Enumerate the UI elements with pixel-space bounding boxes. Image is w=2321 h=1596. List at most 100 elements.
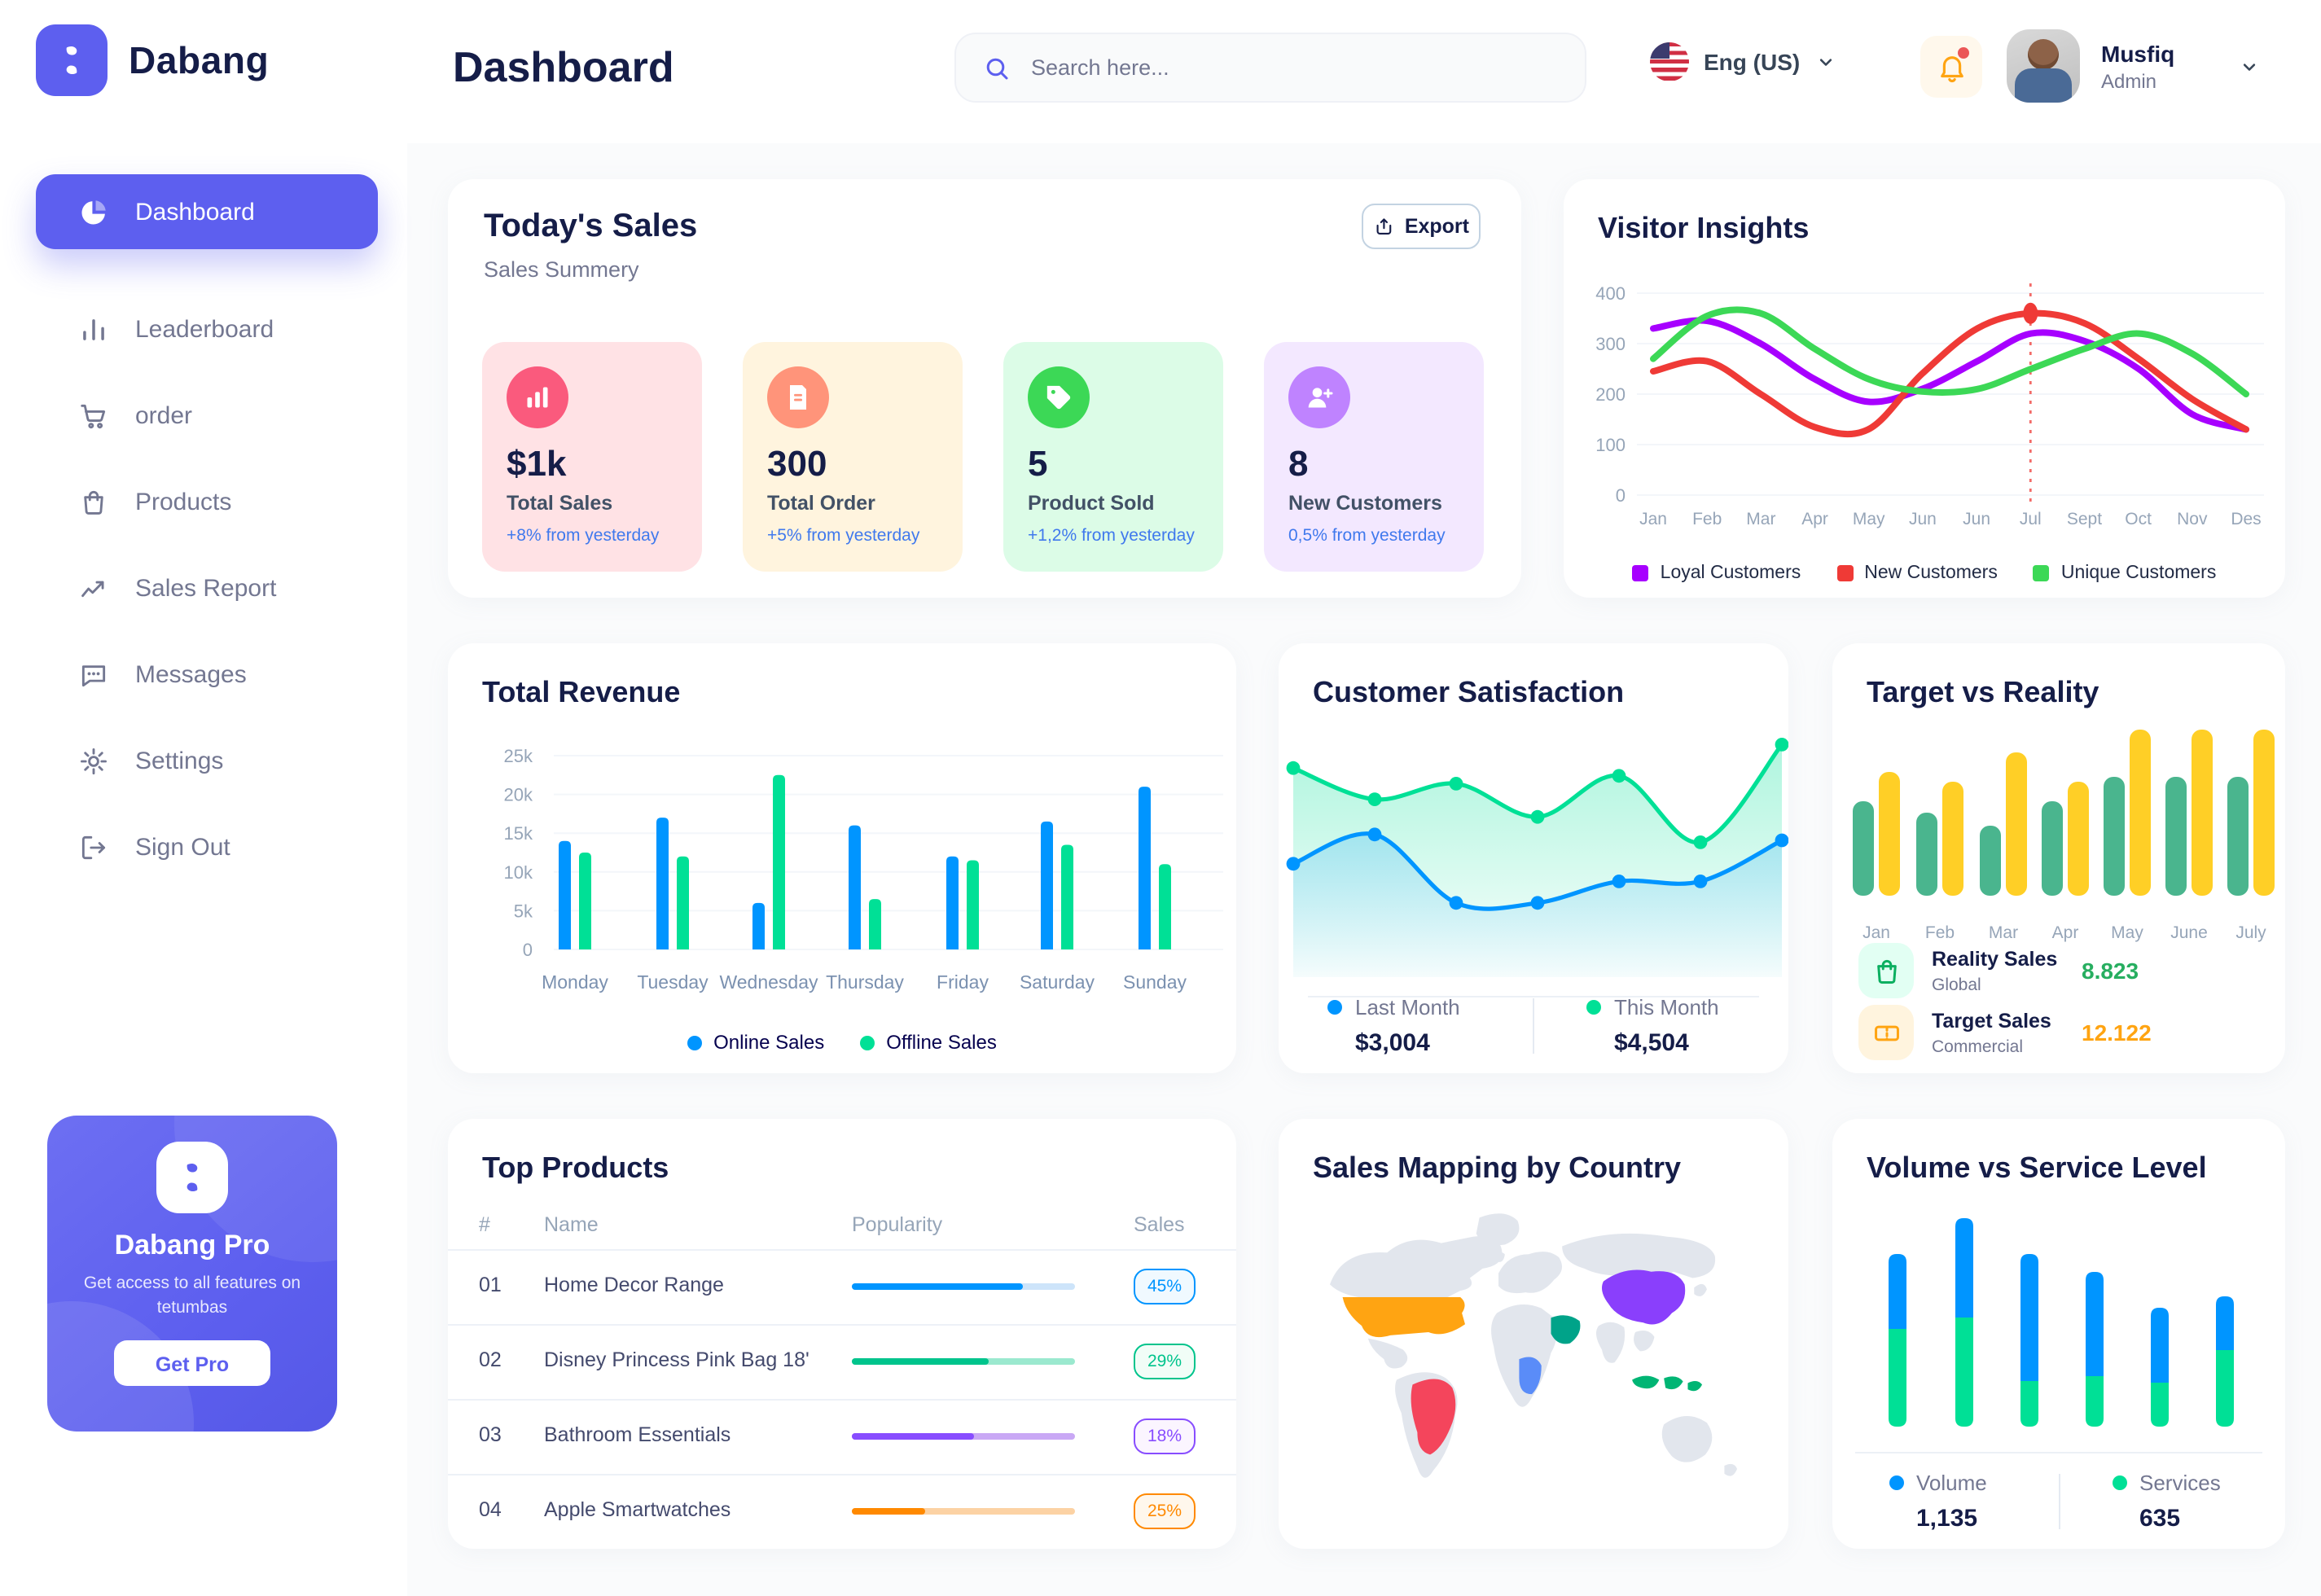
profile-menu[interactable]: Musfiq Admin xyxy=(2007,29,2261,103)
svg-text:5k: 5k xyxy=(514,901,533,921)
svg-text:10k: 10k xyxy=(504,862,533,883)
svg-text:Apr: Apr xyxy=(1801,510,1828,528)
pro-card: Dabang Pro Get access to all features on… xyxy=(47,1116,337,1432)
svg-text:Apr: Apr xyxy=(2052,923,2079,942)
stat-delta: +1,2% from yesterday xyxy=(1028,526,1195,546)
legend-item: Offline Sales xyxy=(860,1031,997,1054)
country-indonesia xyxy=(1632,1375,1660,1389)
search-input[interactable] xyxy=(1028,54,1523,81)
legend-item-target-sales: Target Sales Commercial 12.122 xyxy=(1858,1005,2152,1060)
popularity-bar xyxy=(852,1433,1075,1440)
sidebar-item-settings[interactable]: Settings xyxy=(36,723,378,798)
language-selector[interactable]: Eng (US) xyxy=(1650,42,1837,81)
brand-name: Dabang xyxy=(129,38,270,81)
svg-text:Sept: Sept xyxy=(2067,510,2102,528)
svg-text:May: May xyxy=(2111,923,2143,942)
dabang-pro-logo-icon xyxy=(156,1142,228,1213)
sidebar-item-leaderboard[interactable]: Leaderboard xyxy=(36,292,378,366)
volume-vs-service-title: Volume vs Service Level xyxy=(1867,1151,2207,1184)
stat-value: 8 xyxy=(1288,443,1309,484)
legend-item: Loyal Customers xyxy=(1632,563,1801,583)
stat-value: 5 xyxy=(1028,443,1048,484)
customer-satisfaction-legend: Last Month $3,004 This Month $4,504 xyxy=(1279,995,1788,1057)
stat-delta: +8% from yesterday xyxy=(507,526,660,546)
svg-text:Wednesday: Wednesday xyxy=(719,971,818,993)
country-indonesia xyxy=(1687,1380,1703,1392)
pro-card-title: Dabang Pro xyxy=(114,1230,270,1261)
sidebar-item-sign-out[interactable]: Sign Out xyxy=(36,809,378,884)
gear-icon xyxy=(78,745,109,776)
svg-text:Monday: Monday xyxy=(542,971,608,993)
country-united-states xyxy=(1342,1296,1466,1338)
svg-text:Nov: Nov xyxy=(2177,510,2208,528)
search-bar xyxy=(954,33,1586,103)
stat-label: New Customers xyxy=(1288,492,1442,515)
sidebar-item-order[interactable]: order xyxy=(36,378,378,453)
volume-vs-service-legend: Volume 1,135 Services 635 xyxy=(1832,1471,2285,1532)
svg-text:Feb: Feb xyxy=(1692,510,1722,528)
country-indonesia xyxy=(1664,1376,1683,1390)
stat-delta: 0,5% from yesterday xyxy=(1288,526,1446,546)
country-brazil xyxy=(1411,1379,1456,1455)
customer-satisfaction-card: Customer Satisfaction Last Month $3,004 Th… xyxy=(1279,643,1788,1073)
svg-text:20k: 20k xyxy=(504,785,533,805)
svg-text:July: July xyxy=(2235,923,2266,942)
stat-card-new-customers: 8 New Customers 0,5% from yesterday xyxy=(1264,342,1484,572)
message-icon xyxy=(78,659,109,690)
sales-mapping-title: Sales Mapping by Country xyxy=(1313,1151,1682,1184)
cart-icon xyxy=(78,400,109,431)
visitor-insights-card: Visitor Insights 400 300 200 100 0 Jan Feb Mar A… xyxy=(1564,179,2285,598)
country-saudi-arabia xyxy=(1551,1315,1581,1344)
stat-label: Product Sold xyxy=(1028,492,1155,515)
header: Dashboard Eng (US) Musfiq Admin xyxy=(407,0,2321,143)
svg-text:Des: Des xyxy=(2231,510,2261,528)
svg-text:300: 300 xyxy=(1595,334,1626,354)
export-button[interactable]: Export xyxy=(1362,204,1481,249)
dabang-logo-icon xyxy=(36,24,107,96)
legend-item: Unique Customers xyxy=(2033,563,2216,583)
search-icon xyxy=(986,57,1008,79)
user-name: Musfiq xyxy=(2101,41,2175,68)
sidebar: Dabang Dashboard Leaderboard order Products… xyxy=(0,0,407,1596)
sales-badge: 18% xyxy=(1134,1418,1196,1454)
bar-chart-icon xyxy=(78,314,109,344)
get-pro-button[interactable]: Get Pro xyxy=(114,1340,270,1387)
sidebar-item-sales-report[interactable]: Sales Report xyxy=(36,550,378,625)
svg-text:100: 100 xyxy=(1595,435,1626,455)
svg-text:25k: 25k xyxy=(504,746,533,766)
us-flag-icon xyxy=(1650,42,1689,81)
pro-card-description: Get access to all features on tetumbas xyxy=(83,1274,301,1318)
notifications-button[interactable] xyxy=(1920,36,1982,98)
order-doc-icon xyxy=(767,366,829,428)
sidebar-item-products[interactable]: Products xyxy=(36,464,378,539)
sidebar-item-messages[interactable]: Messages xyxy=(36,637,378,712)
visitor-insights-chart: 400 300 200 100 0 Jan Feb Mar Apr May Jun Jun Jul Sep… xyxy=(1595,283,2264,528)
stat-label: Total Order xyxy=(767,492,875,515)
popularity-bar xyxy=(852,1283,1075,1290)
svg-text:Sunday: Sunday xyxy=(1123,971,1187,993)
svg-text:Feb: Feb xyxy=(1925,923,1955,942)
sidebar-item-dashboard[interactable]: Dashboard xyxy=(36,174,378,249)
legend-item-services: Services 635 xyxy=(2089,1471,2252,1532)
svg-text:Tuesday: Tuesday xyxy=(637,971,709,993)
ticket-icon xyxy=(1858,1005,1914,1060)
sign-out-icon xyxy=(78,831,109,862)
sales-badge: 25% xyxy=(1134,1493,1196,1529)
volume-vs-service-card: Volume vs Service Level Volume 1,135 Servi… xyxy=(1832,1119,2285,1549)
customer-satisfaction-title: Customer Satisfaction xyxy=(1313,676,1625,708)
legend-item: Online Sales xyxy=(687,1031,824,1054)
visitor-insights-legend: Loyal Customers New Customers Unique Custo… xyxy=(1564,563,2285,583)
svg-text:Jun: Jun xyxy=(1963,510,1990,528)
svg-text:Thursday: Thursday xyxy=(826,971,904,993)
stat-label: Total Sales xyxy=(507,492,613,515)
legend-item-volume: Volume 1,135 xyxy=(1866,1471,2029,1532)
sales-mapping-card: Sales Mapping by Country xyxy=(1279,1119,1788,1549)
product-row-03: 03 Bathroom Essentials 18% xyxy=(448,1399,1236,1474)
chevron-down-icon xyxy=(2238,55,2261,77)
world-map xyxy=(1329,1213,1738,1478)
svg-text:400: 400 xyxy=(1595,283,1626,304)
total-revenue-card: Total Revenue 0 5k 10k 15k 20k 25k Monday Tuesd… xyxy=(448,643,1236,1073)
user-role: Admin xyxy=(2101,69,2157,93)
product-row-02: 02 Disney Princess Pink Bag 18' 29% xyxy=(448,1324,1236,1399)
